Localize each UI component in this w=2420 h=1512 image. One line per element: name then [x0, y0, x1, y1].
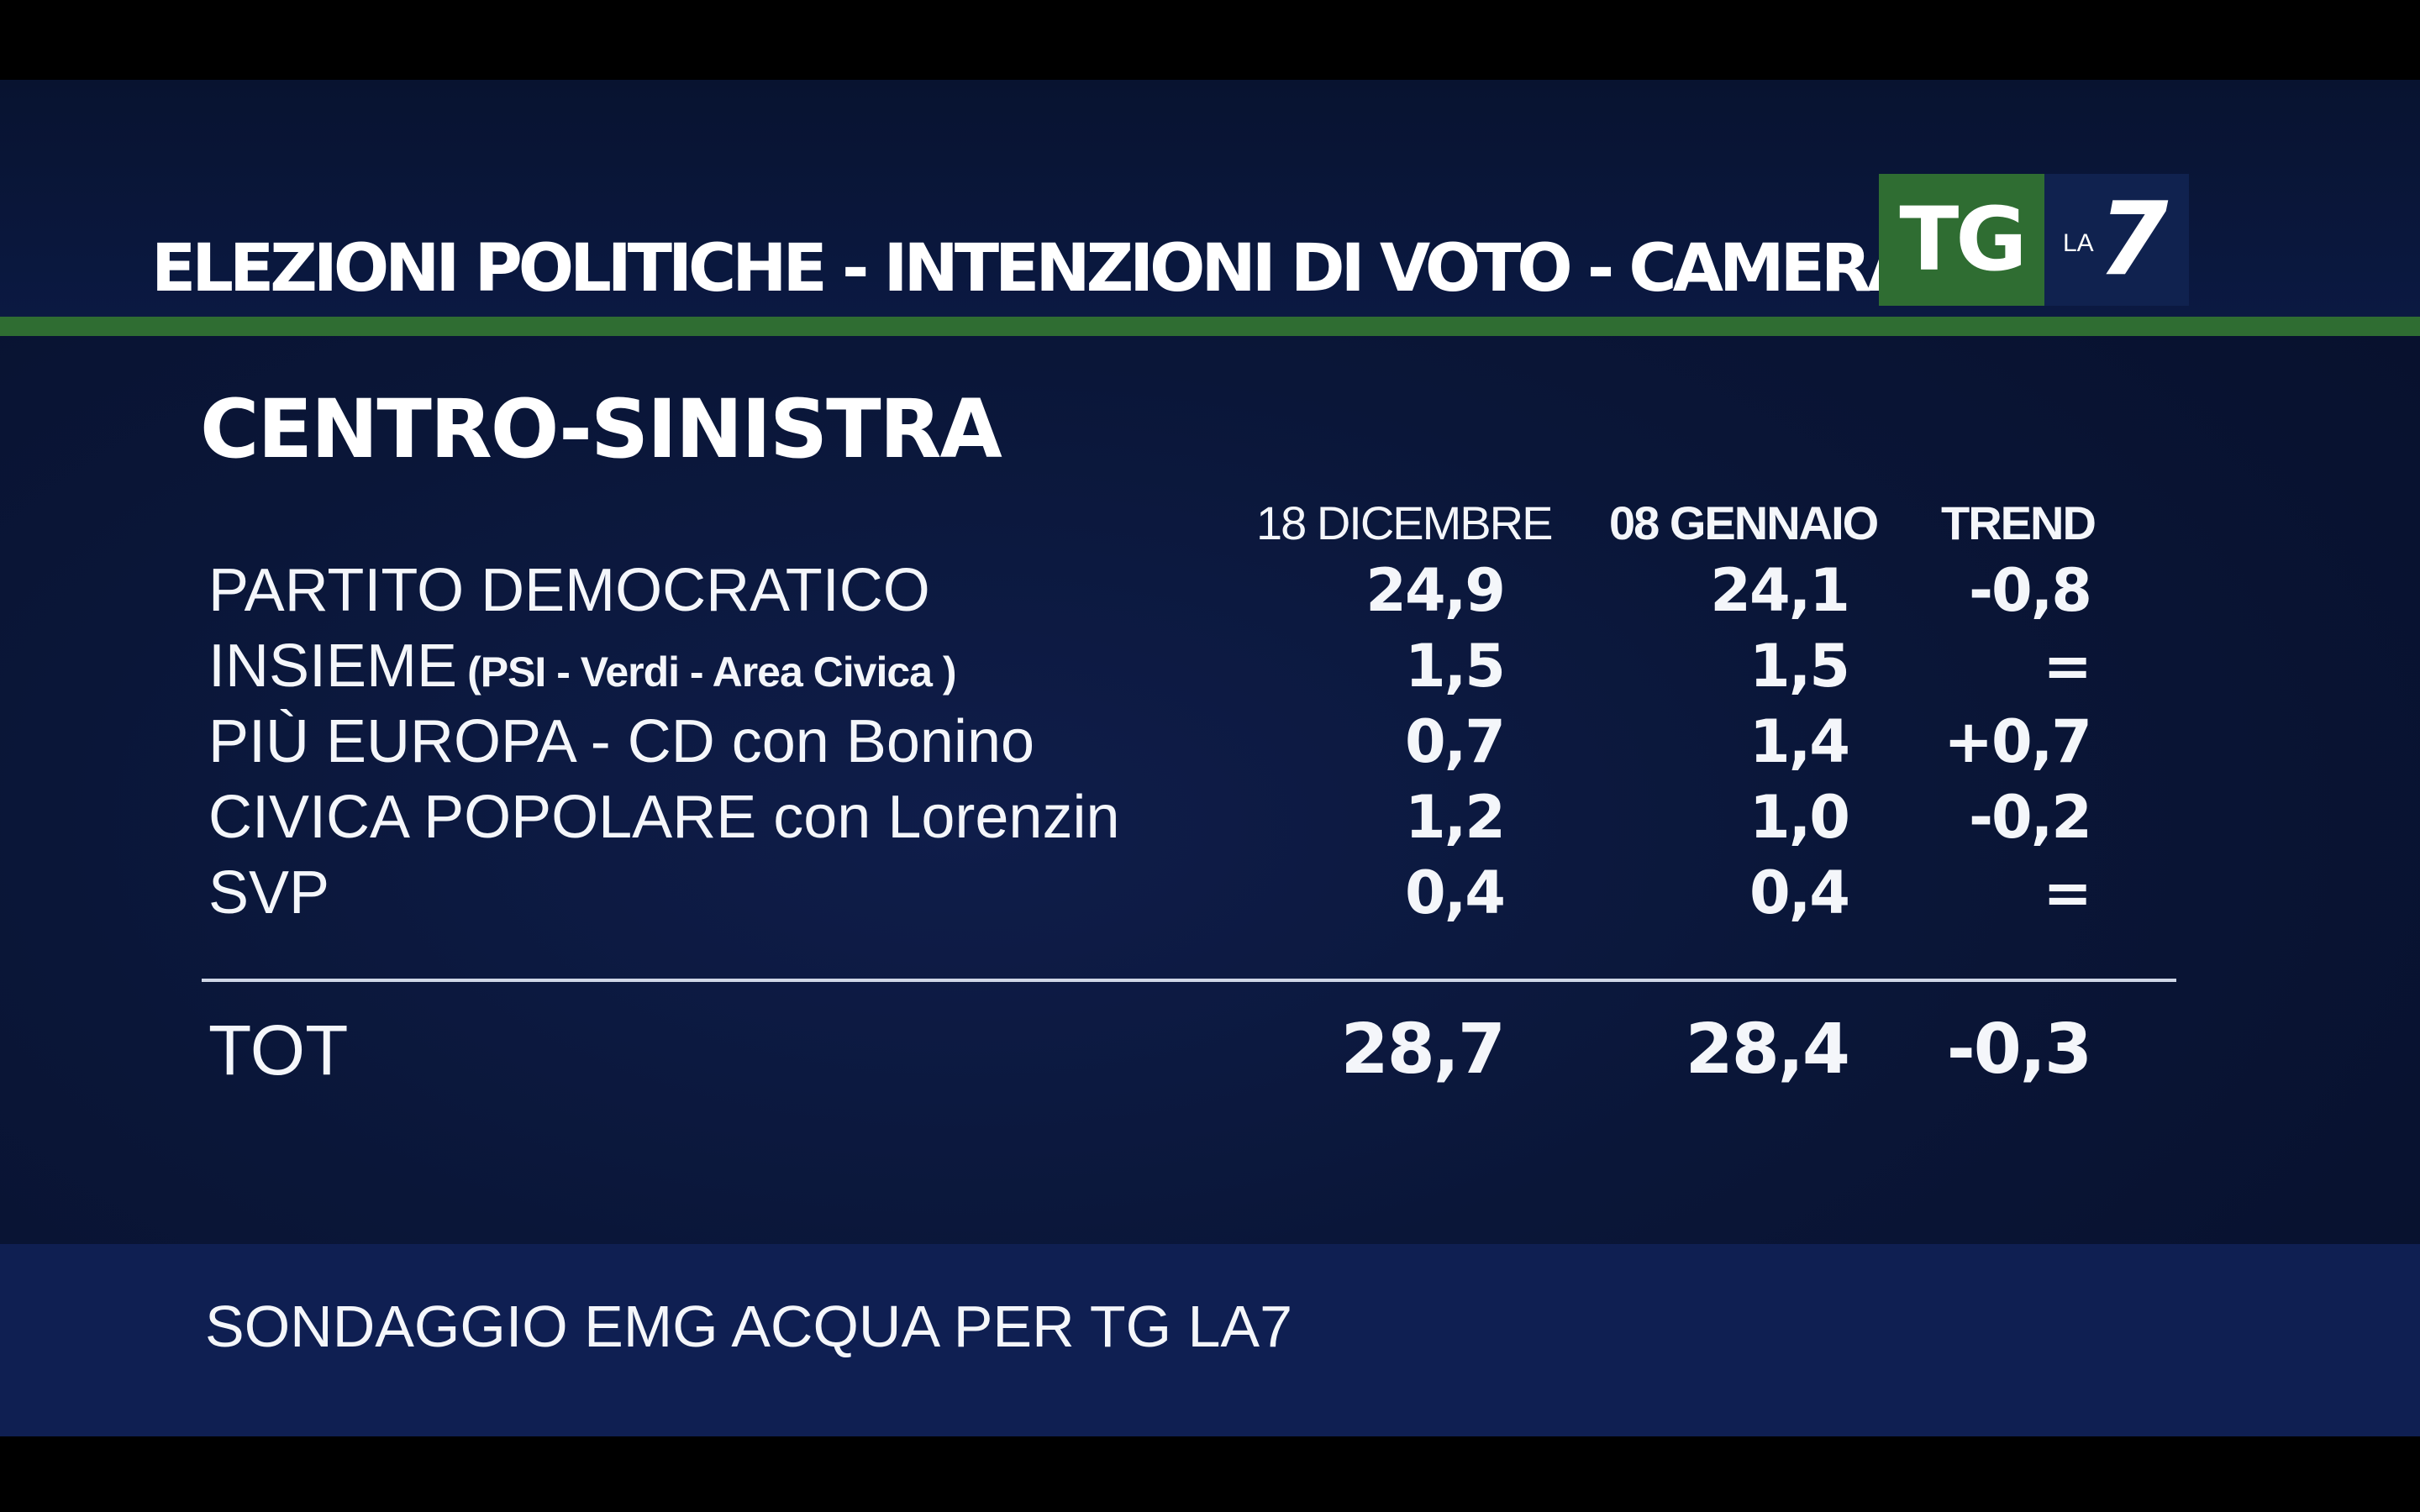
party-name: PIÙ EUROPA - CD con Bonino [208, 704, 1034, 780]
source-caption: SONDAGGIO EMG ACQUA PER TG LA7 [205, 1294, 1293, 1359]
value-trend: = [2043, 858, 2092, 927]
party-label: PARTITO DEMOCRATICO [208, 557, 930, 624]
logo-la: LA [2063, 229, 2094, 257]
party-label: CIVICA POPOLARE con Lorenzin [208, 784, 1120, 851]
party-label: INSIEME [208, 633, 458, 700]
total-label: TOT [208, 1011, 349, 1089]
green-divider [0, 317, 2420, 336]
value-18-dicembre: 1,2 [1404, 783, 1506, 852]
value-08-gennaio: 1,0 [1749, 783, 1850, 852]
value-trend: -0,8 [1968, 556, 2092, 625]
value-08-gennaio: 1,5 [1749, 632, 1850, 701]
party-name: CIVICA POPOLARE con Lorenzin [208, 780, 1120, 855]
broadcast-frame: ELEZIONI POLITICHE - INTENZIONI DI VOTO … [0, 80, 2420, 1436]
section-title: CENTRO-SINISTRA [200, 382, 1002, 476]
logo-7: 7 [2098, 181, 2169, 298]
page-title: ELEZIONI POLITICHE - INTENZIONI DI VOTO … [151, 231, 1882, 307]
party-label: PIÙ EUROPA - CD con Bonino [208, 708, 1035, 775]
party-name: SVP [208, 855, 329, 931]
table-row: PIÙ EUROPA - CD con Bonino 0,7 1,4 +0,7 [0, 704, 2420, 780]
party-subtitle: (PSI - Verdi - Area Civica ) [467, 648, 956, 696]
footer-band: SONDAGGIO EMG ACQUA PER TG LA7 [0, 1244, 2420, 1436]
column-header-dec: 18 DICEMBRE [1256, 496, 1553, 549]
total-18-dicembre: 28,7 [1340, 1010, 1506, 1089]
value-18-dicembre: 24,9 [1365, 556, 1506, 625]
value-08-gennaio: 1,4 [1749, 707, 1850, 776]
total-trend: -0,3 [1946, 1010, 2092, 1089]
party-label: SVP [208, 859, 330, 927]
value-08-gennaio: 24,1 [1710, 556, 1850, 625]
column-header-gen: 08 GENNAIO [1609, 496, 1879, 549]
table-row: SVP 0,4 0,4 = [0, 855, 2420, 931]
value-18-dicembre: 0,4 [1404, 858, 1506, 927]
table-row: CIVICA POPOLARE con Lorenzin 1,2 1,0 -0,… [0, 780, 2420, 855]
value-trend: = [2043, 632, 2092, 701]
total-row: TOT 28,7 28,4 -0,3 [0, 1004, 2420, 1096]
table-row: INSIEME (PSI - Verdi - Area Civica ) 1,5 … [0, 628, 2420, 704]
logo-tg: TG [1879, 174, 2044, 306]
table-row: PARTITO DEMOCRATICO 24,9 24,1 -0,8 [0, 553, 2420, 628]
title-band: ELEZIONI POLITICHE - INTENZIONI DI VOTO … [0, 80, 2420, 318]
total-08-gennaio: 28,4 [1685, 1010, 1850, 1089]
value-08-gennaio: 0,4 [1749, 858, 1850, 927]
column-header-trend: TREND [1941, 496, 2096, 549]
value-18-dicembre: 1,5 [1404, 632, 1506, 701]
value-18-dicembre: 0,7 [1404, 707, 1506, 776]
total-divider [202, 979, 2176, 982]
logo-la7: LA 7 [2044, 174, 2189, 306]
party-name: PARTITO DEMOCRATICO [208, 553, 930, 628]
tg-la7-logo: TG LA 7 [1879, 174, 2189, 306]
party-name: INSIEME (PSI - Verdi - Area Civica ) [208, 628, 957, 710]
value-trend: +0,7 [1944, 707, 2092, 776]
value-trend: -0,2 [1968, 783, 2092, 852]
